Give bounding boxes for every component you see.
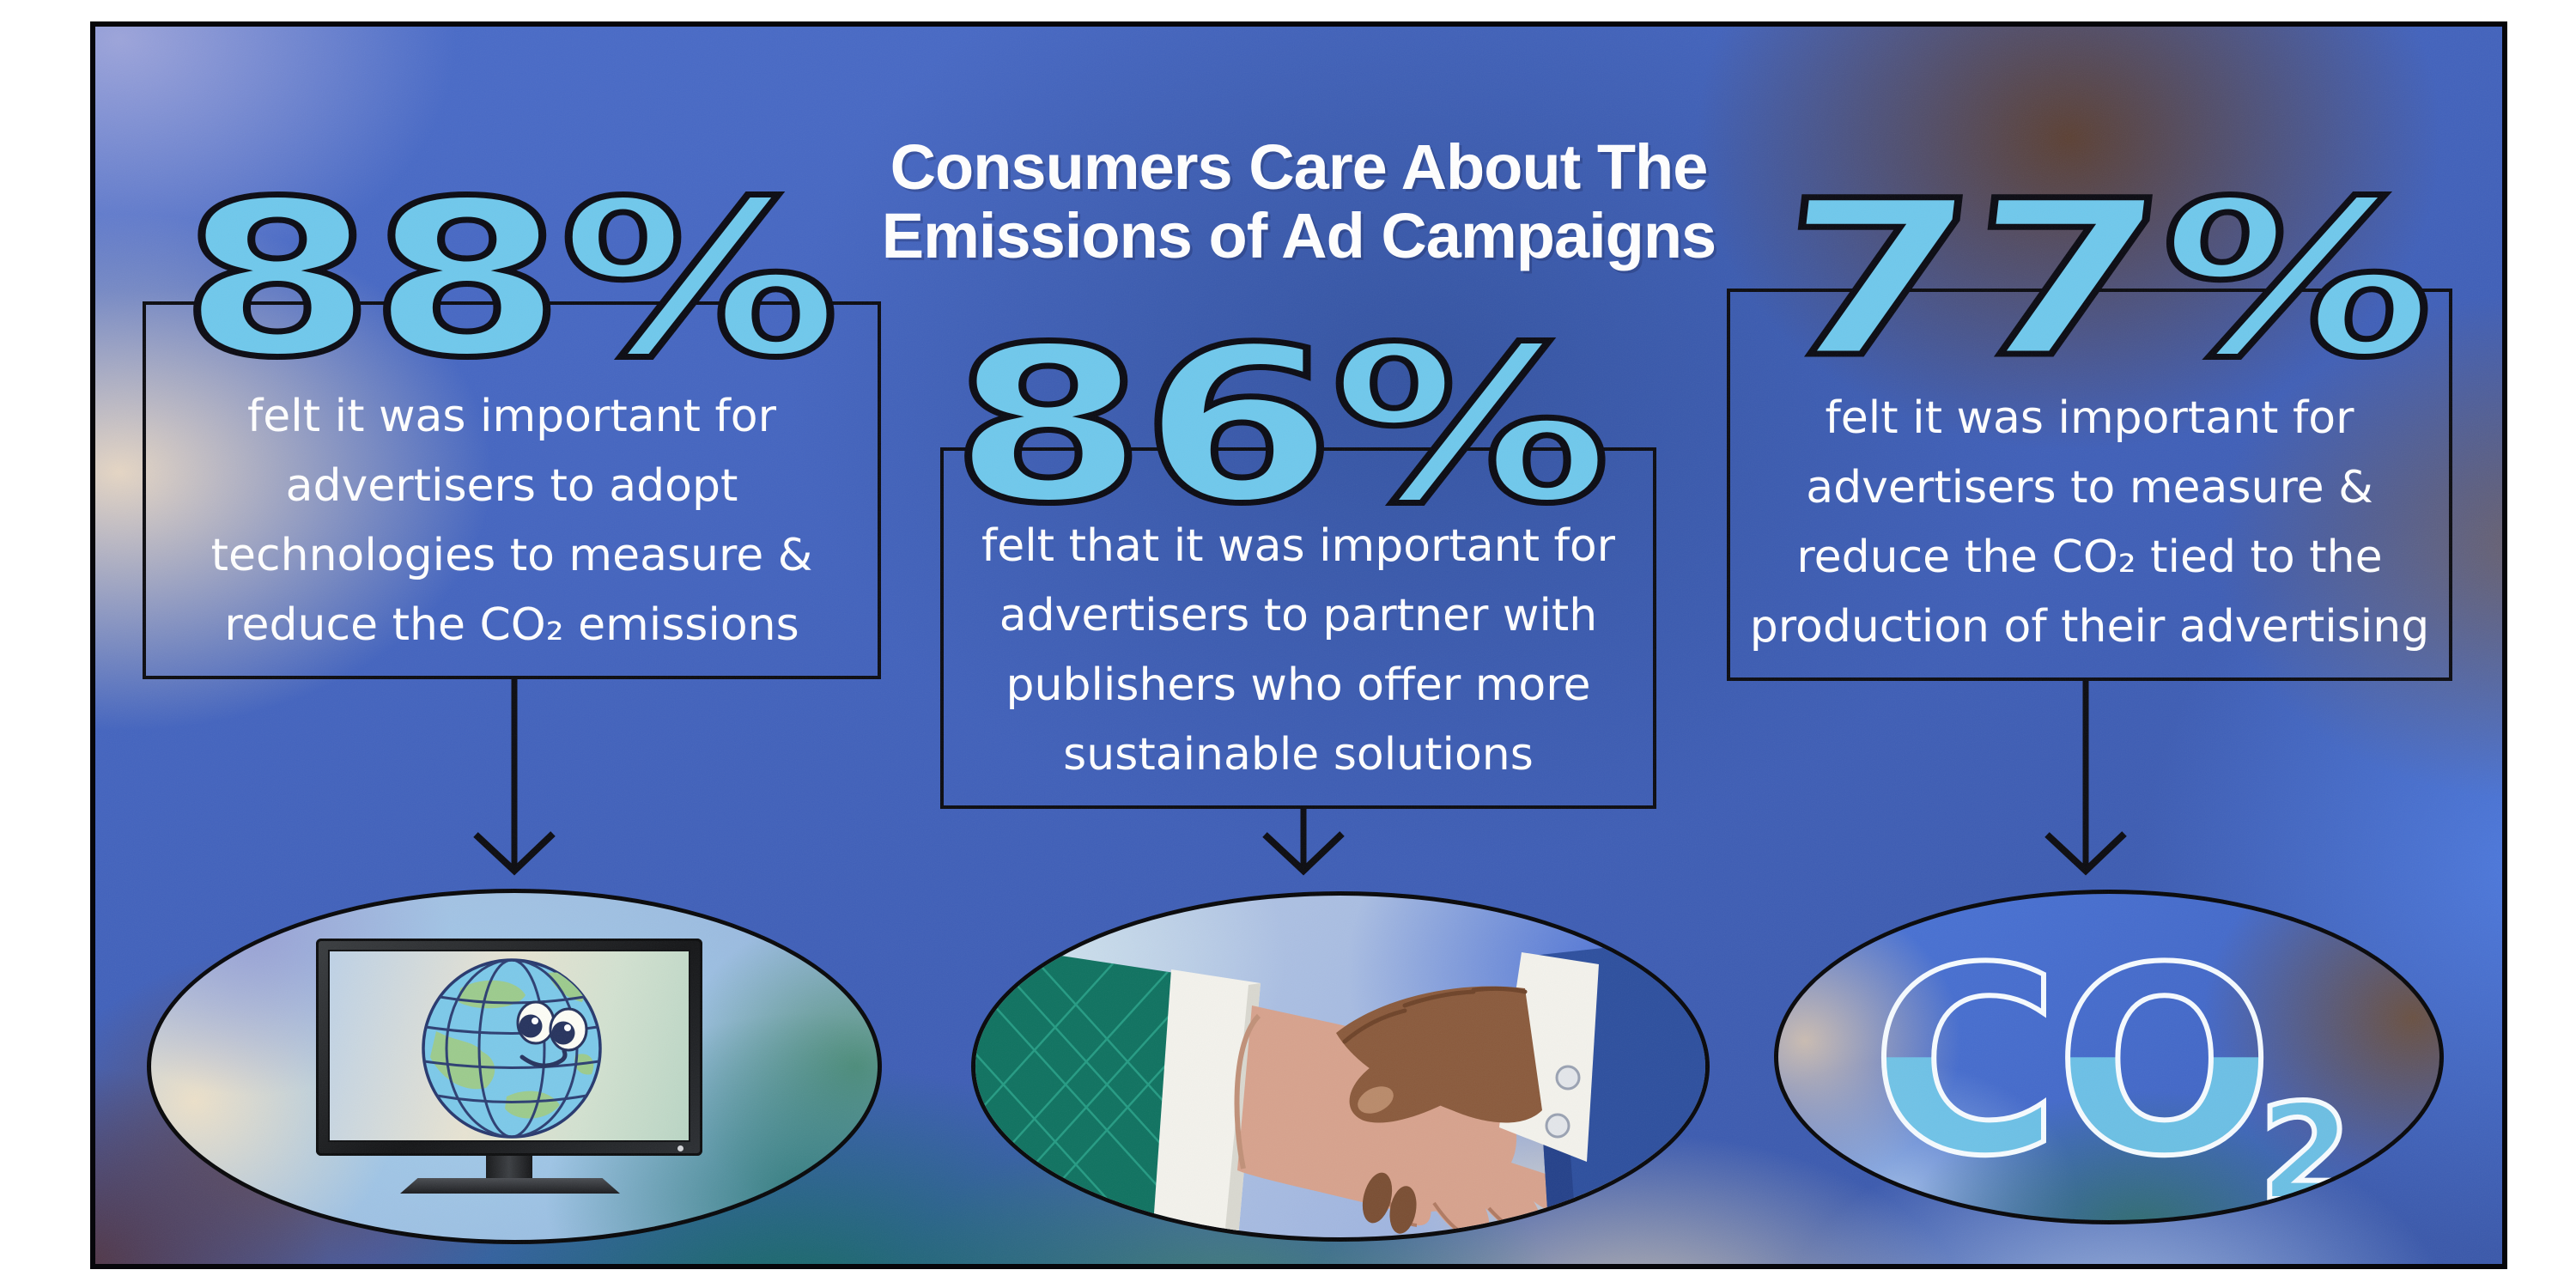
infographic-panel: Consumers Care About The Emissions of Ad… (90, 21, 2507, 1269)
handshake-icon (975, 937, 1705, 1237)
illustration-co2: CO 2 (1774, 890, 2444, 1224)
stat-description-88: felt it was important for advertisers to… (210, 391, 813, 651)
globe-face-icon (422, 958, 602, 1139)
stat-description-86: felt that it was important for advertise… (981, 520, 1616, 781)
co2-icon: CO 2 (1868, 910, 2354, 1220)
co2-subscript: 2 (2259, 1075, 2352, 1220)
down-arrow-icon (2044, 677, 2127, 876)
tv-logo-dot (677, 1145, 683, 1151)
illustration-handshake (971, 891, 1710, 1242)
svg-text:CO 2: CO 2 (1871, 913, 2352, 1220)
stat-value-88: 88% (176, 155, 843, 404)
stat-value-77: 77% (1759, 151, 2449, 408)
tv-stand-neck (486, 1156, 532, 1178)
tv-stand-base (400, 1178, 620, 1194)
down-arrow-icon (473, 676, 556, 876)
co2-main-text: CO (1871, 913, 2269, 1212)
down-arrow-icon (1262, 805, 1345, 876)
stat-description-77: felt it was important for advertisers to… (1749, 392, 2430, 653)
stat-value-86: 86% (947, 301, 1614, 550)
